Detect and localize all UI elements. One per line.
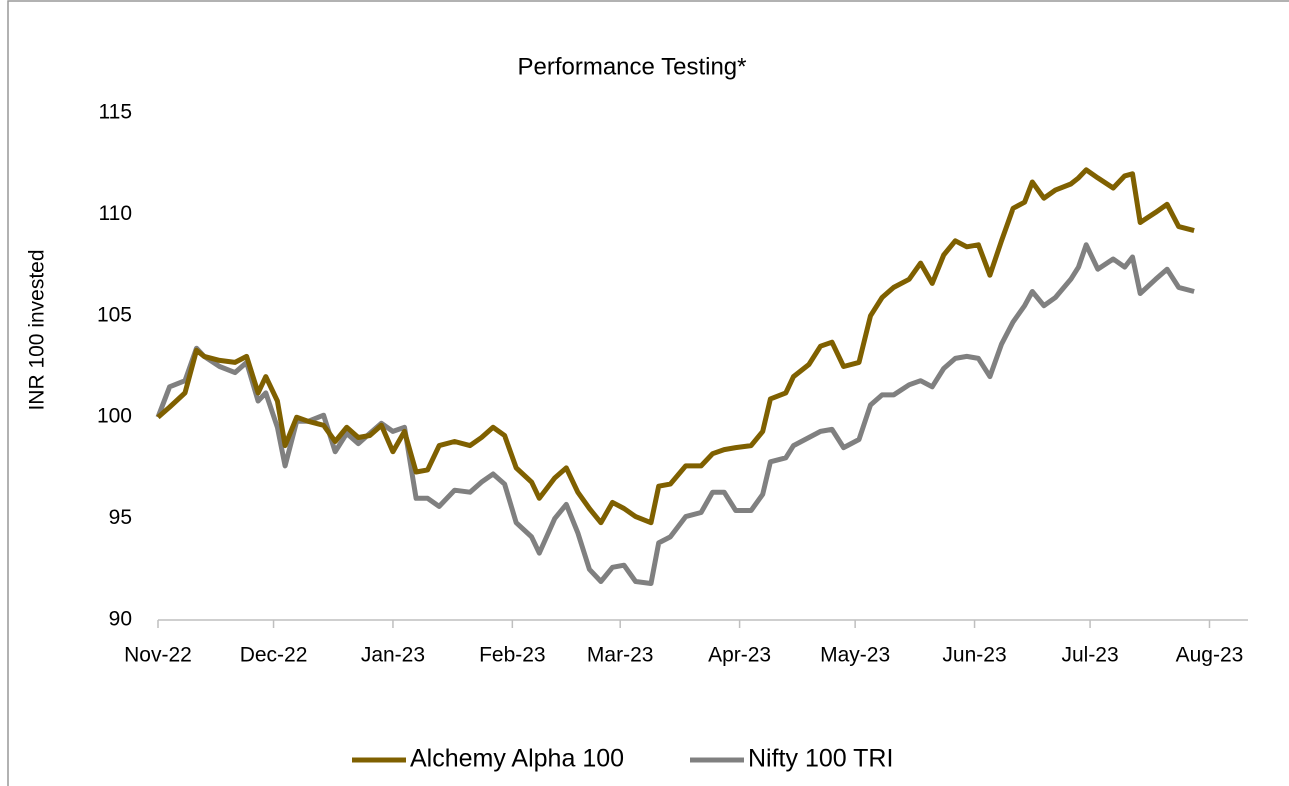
y-tick-label: 100 — [97, 405, 132, 428]
x-tick-label: May-23 — [820, 644, 890, 667]
x-tick-label: Nov-22 — [124, 644, 192, 667]
y-tick-label: 95 — [109, 506, 132, 529]
chart-title: Performance Testing* — [517, 53, 746, 80]
x-tick-label: Mar-23 — [587, 644, 654, 667]
chart-frame — [7, 0, 1289, 786]
y-tick-label: 115 — [99, 101, 132, 124]
x-tick-label: Feb-23 — [479, 644, 546, 667]
y-tick-label: 90 — [109, 608, 132, 631]
series-line — [156, 167, 1195, 526]
x-tick-label: Jun-23 — [942, 644, 1006, 667]
x-tick-label: Dec-22 — [240, 644, 308, 667]
legend-label: Nifty 100 TRI — [748, 745, 893, 773]
legend-label: Alchemy Alpha 100 — [410, 745, 624, 773]
y-tick-label: 110 — [99, 202, 132, 225]
x-tick-label: Jul-23 — [1061, 644, 1118, 667]
x-tick-label: Jan-23 — [361, 644, 425, 667]
y-tick-label: 105 — [97, 303, 132, 326]
y-axis-label: INR 100 invested — [26, 249, 49, 410]
x-tick-label: Apr-23 — [708, 644, 771, 667]
x-tick-label: Aug-23 — [1176, 644, 1244, 667]
